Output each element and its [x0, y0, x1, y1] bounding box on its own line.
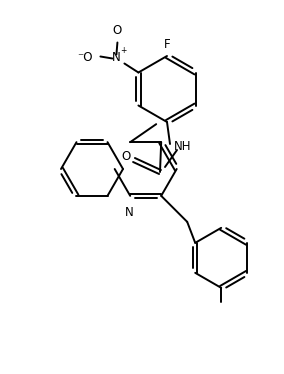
Text: F: F [164, 38, 170, 51]
Text: NH: NH [174, 140, 192, 153]
Text: O: O [121, 150, 131, 162]
Text: +: + [120, 46, 127, 55]
Text: N: N [125, 206, 133, 219]
Text: O: O [113, 24, 122, 37]
Text: ⁻O: ⁻O [77, 51, 92, 64]
Text: N: N [112, 51, 121, 64]
